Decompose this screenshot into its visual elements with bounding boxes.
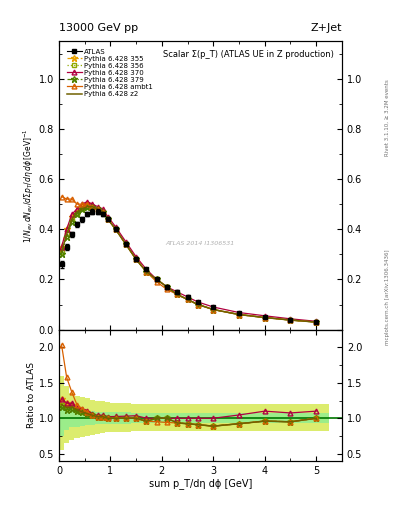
- Text: Z+Jet: Z+Jet: [310, 23, 342, 33]
- X-axis label: sum p_T/dη dϕ [GeV]: sum p_T/dη dϕ [GeV]: [149, 478, 252, 489]
- Text: ATLAS 2014 I1306531: ATLAS 2014 I1306531: [166, 241, 235, 246]
- Y-axis label: $1/N_{ev}\,dN_{ev}/d\Sigma p_T/d\eta\,d\phi\,[\mathrm{GeV}]^{-1}$: $1/N_{ev}\,dN_{ev}/d\Sigma p_T/d\eta\,d\…: [22, 128, 36, 243]
- Text: 13000 GeV pp: 13000 GeV pp: [59, 23, 138, 33]
- Text: Rivet 3.1.10, ≥ 3.2M events: Rivet 3.1.10, ≥ 3.2M events: [385, 79, 390, 156]
- Y-axis label: Ratio to ATLAS: Ratio to ATLAS: [27, 362, 36, 428]
- Legend: ATLAS, Pythia 6.428 355, Pythia 6.428 356, Pythia 6.428 370, Pythia 6.428 379, P: ATLAS, Pythia 6.428 355, Pythia 6.428 35…: [65, 47, 154, 98]
- Text: mcplots.cern.ch [arXiv:1306.3436]: mcplots.cern.ch [arXiv:1306.3436]: [385, 249, 390, 345]
- Text: Scalar Σ(p_T) (ATLAS UE in Z production): Scalar Σ(p_T) (ATLAS UE in Z production): [163, 50, 333, 58]
